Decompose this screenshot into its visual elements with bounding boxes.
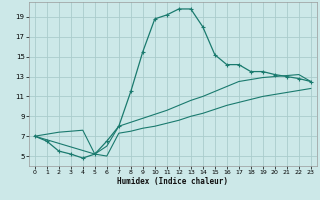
X-axis label: Humidex (Indice chaleur): Humidex (Indice chaleur) [117, 177, 228, 186]
